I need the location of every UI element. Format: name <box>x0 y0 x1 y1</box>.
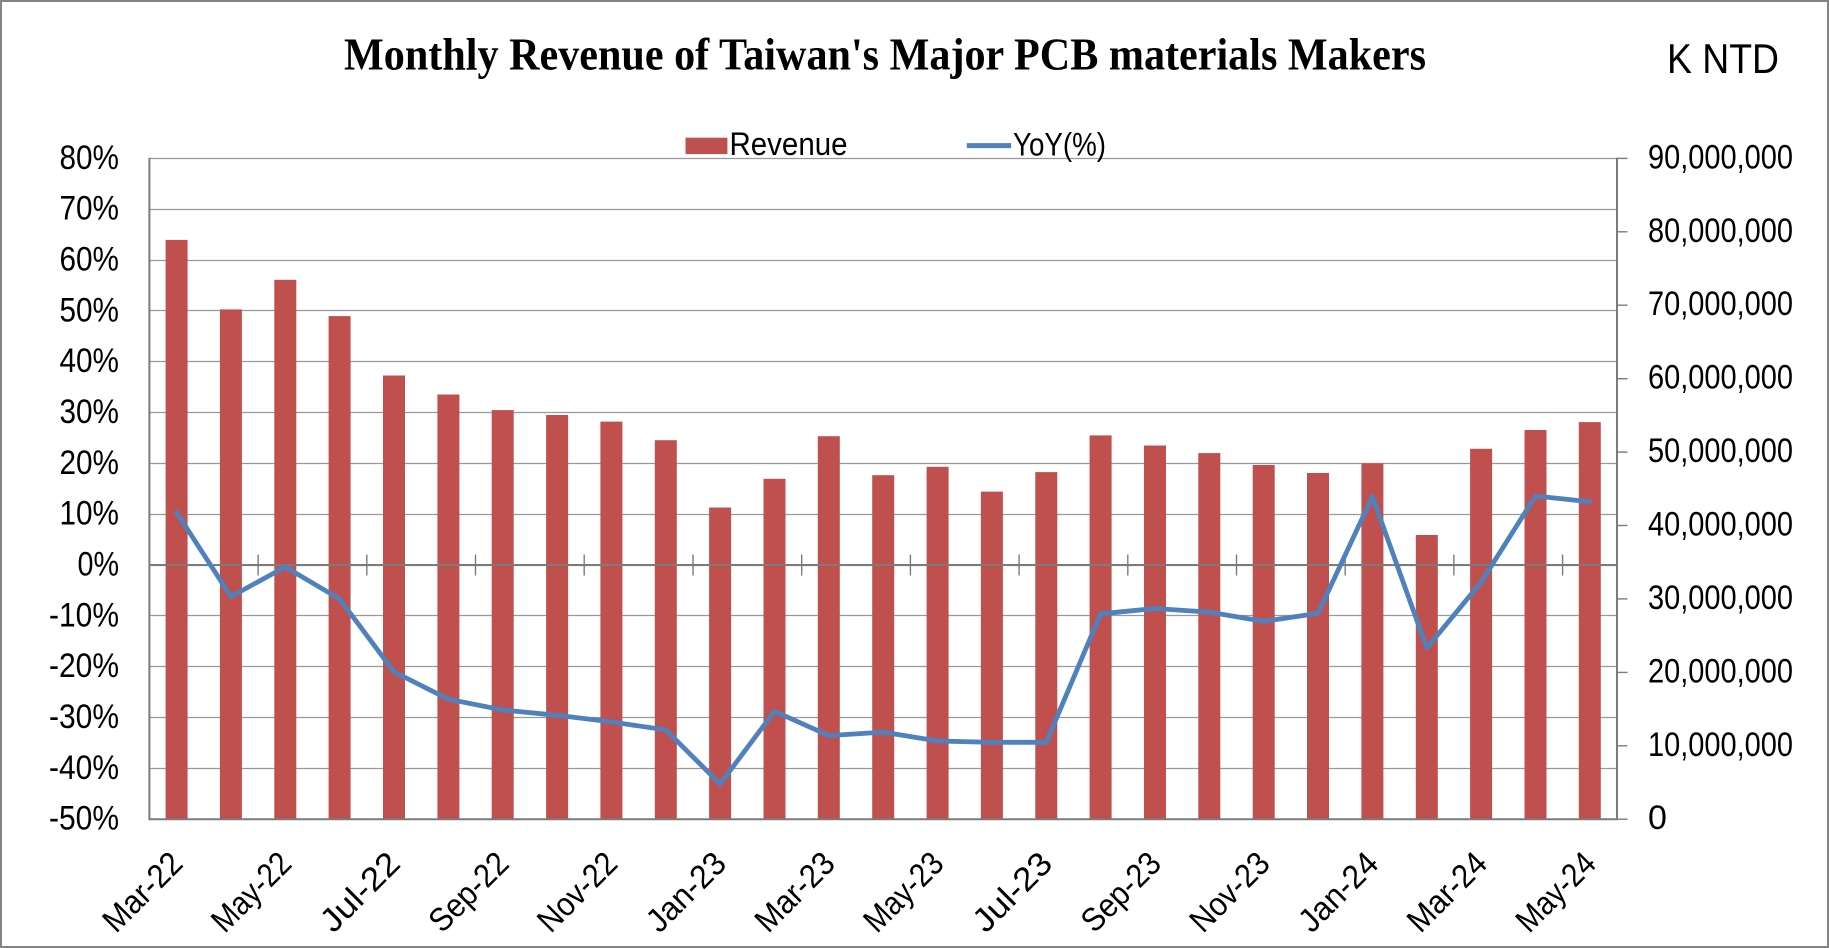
svg-text:70,000,000: 70,000,000 <box>1648 285 1793 323</box>
svg-text:80%: 80% <box>60 139 120 177</box>
svg-text:-30%: -30% <box>49 698 119 736</box>
svg-text:10%: 10% <box>60 495 120 533</box>
svg-text:0%: 0% <box>78 546 120 584</box>
svg-text:20,000,000: 20,000,000 <box>1648 652 1793 690</box>
svg-text:-20%: -20% <box>49 647 119 685</box>
svg-text:50%: 50% <box>60 291 120 329</box>
svg-text:K NTD: K NTD <box>1667 35 1779 82</box>
svg-text:Revenue: Revenue <box>730 126 848 162</box>
svg-text:80,000,000: 80,000,000 <box>1648 212 1793 250</box>
svg-text:-10%: -10% <box>49 596 119 634</box>
svg-text:-50%: -50% <box>49 800 119 838</box>
svg-text:0: 0 <box>1648 799 1667 837</box>
svg-text:20%: 20% <box>60 444 120 482</box>
svg-text:40%: 40% <box>60 342 120 380</box>
svg-text:10,000,000: 10,000,000 <box>1648 726 1793 764</box>
svg-text:60%: 60% <box>60 241 120 279</box>
svg-text:-40%: -40% <box>49 749 119 787</box>
svg-text:YoY(%): YoY(%) <box>1013 127 1106 163</box>
svg-text:70%: 70% <box>60 190 120 228</box>
svg-text:30,000,000: 30,000,000 <box>1648 579 1793 617</box>
svg-text:30%: 30% <box>60 393 120 431</box>
svg-text:40,000,000: 40,000,000 <box>1648 506 1793 544</box>
svg-text:50,000,000: 50,000,000 <box>1648 432 1793 470</box>
svg-text:Monthly Revenue of Taiwan's Ma: Monthly Revenue of Taiwan's Major PCB ma… <box>344 28 1426 79</box>
svg-text:60,000,000: 60,000,000 <box>1648 359 1793 397</box>
svg-text:90,000,000: 90,000,000 <box>1648 138 1793 176</box>
